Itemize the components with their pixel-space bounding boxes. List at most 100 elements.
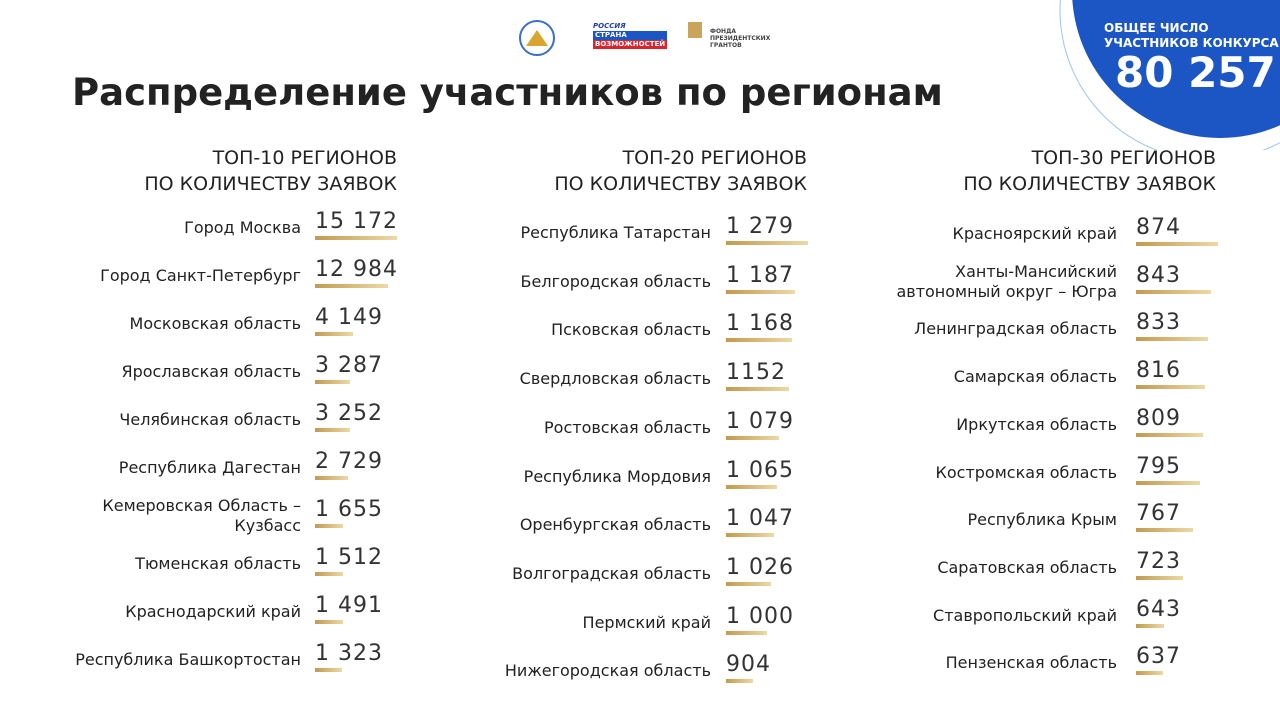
value-bar [315,380,350,384]
region-value: 637 [1136,644,1181,670]
logo-text: СТРАНА [593,31,668,40]
region-name: Псковская область [551,320,711,340]
region-name: Республика Башкортостан [75,650,301,669]
value-bar [726,484,777,489]
total-caption: ОБЩЕЕ ЧИСЛО УЧАСТНИКОВ КОНКУРСА [1104,21,1279,51]
region-value: 1 047 [726,506,794,532]
region-name: Челябинская область [119,410,301,429]
value-bar [315,332,354,336]
region-name: Тюменская область [135,554,301,573]
region-name: Красноярский край [952,224,1117,243]
region-name: Нижегородская область [504,661,711,681]
logo-2: РОССИЯ СТРАНА ВОЗМОЖНОСТЕЙ [593,22,668,49]
region-value: 1152 [726,360,786,386]
region-name: автономный округ – Югра [896,281,1117,301]
value-bar [726,533,774,538]
value-bar [315,572,343,576]
value-bar [315,236,397,240]
region-name: Республика Крым [967,510,1117,530]
value-bar [315,620,343,624]
value-bar [1136,337,1209,342]
logo-text: РОССИЯ [593,22,668,31]
value-bar [1136,575,1183,580]
region-value: 1 000 [726,603,794,629]
region-name: Волгоградская область [512,563,711,583]
column-title: ТОП-20 РЕГИОНОВ [622,147,807,169]
value-bar [726,679,753,684]
region-value: 1 065 [726,457,794,483]
region-name: Республика Мордовия [523,466,711,486]
region-value: 3 252 [315,401,383,426]
region-name: Кемеровская Область – [102,496,301,515]
region-name: Республика Татарстан [520,223,711,242]
region-value: 3 287 [315,353,383,378]
region-name: Ленинградская область [914,319,1117,339]
region-name: Ростовская область [544,417,711,437]
caption-line: УЧАСТНИКОВ КОНКУРСА [1104,36,1279,50]
value-bar [315,428,350,432]
badge-bg [1059,0,1280,150]
value-bar [726,289,795,294]
value-bar [315,668,342,672]
region-value: 1 026 [726,554,794,580]
caption-line: ОБЩЕЕ ЧИСЛО [1104,21,1209,35]
region-name: Саратовская область [937,557,1117,577]
region-name: Самарская область [953,367,1117,387]
region-value: 643 [1136,596,1181,622]
region-name: Город Москва [184,218,301,237]
region-name: Костромская область [935,462,1118,482]
region-value: 843 [1136,262,1181,288]
region-name: Оренбургская область [519,515,711,535]
region-value: 1 655 [315,497,383,522]
value-bar [726,581,771,586]
column-title: ПО КОЛИЧЕСТВУ ЗАЯВОК [144,173,397,195]
region-name: Город Санкт-Петербург [100,266,301,285]
region-value: 1 512 [315,545,383,570]
value-bar [726,630,768,635]
title: Распределение участников по регионам [72,71,943,114]
region-value: 833 [1136,310,1181,336]
value-bar [315,476,348,480]
region-value: 874 [1136,215,1181,240]
value-bar [1136,480,1200,485]
region-value: 1 279 [726,214,794,239]
logo-3-mark [688,22,702,38]
column-title: ПО КОЛИЧЕСТВУ ЗАЯВОК [554,173,807,195]
region-name: Пензенская область [945,653,1117,673]
total-value: 80 257 [1115,48,1276,97]
region-name: Московская область [129,314,301,333]
value-bar [315,284,389,288]
value-bar [1136,623,1165,628]
region-value: 1 491 [315,593,383,618]
region-value: 795 [1136,453,1181,479]
region-name: Республика Дагестан [118,458,301,477]
value-bar [726,435,779,440]
value-bar [726,241,808,245]
value-bar [1136,385,1205,390]
region-name: Краснодарский край [125,602,301,621]
region-value: 809 [1136,405,1181,431]
logo-text: ПРЕЗИДЕНТСКИХ [710,35,771,42]
region-name: Ханты-Мансийский [955,261,1117,281]
region-value: 12 984 [315,257,398,282]
column-title: ПО КОЛИЧЕСТВУ ЗАЯВОК [963,173,1216,195]
region-name: Ярославская область [121,362,301,381]
region-value: 904 [726,652,771,678]
value-bar [726,338,792,343]
region-value: 15 172 [315,209,398,234]
region-value: 4 149 [315,305,383,330]
region-name: Иркутская область [956,414,1117,434]
region-name: Кузбасс [234,516,301,535]
value-bar [1136,242,1218,246]
region-value: 1 187 [726,262,794,288]
region-value: 2 729 [315,449,383,474]
value-bar [1136,432,1203,437]
region-value: 1 168 [726,311,794,337]
value-bar [1136,671,1163,676]
value-bar [1136,289,1211,294]
region-name: Свердловская область [519,369,711,389]
value-bar [315,524,344,528]
value-bar [1136,528,1194,533]
region-name: Пермский край [582,612,711,632]
region-name: Ставропольский край [933,605,1117,625]
